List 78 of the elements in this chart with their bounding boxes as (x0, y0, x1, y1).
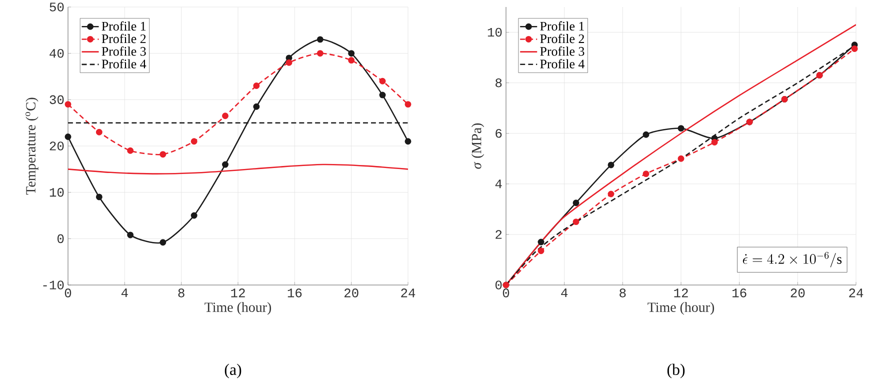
y-tick-label: -10 (43, 280, 64, 290)
legend-label: Profile 3 (102, 46, 146, 56)
y-tick-label: 4 (495, 180, 502, 188)
x-tick-label: 20 (344, 288, 358, 298)
y-tick-label: 0 (495, 280, 502, 290)
point (190, 212, 198, 219)
x-tick-label: 8 (178, 288, 184, 298)
point (316, 50, 324, 57)
point (160, 239, 166, 246)
point (642, 131, 650, 138)
text: (b) (667, 364, 685, 378)
y-tick-label: 10 (50, 188, 64, 197)
legend-label: Profile 3 (540, 46, 584, 56)
annotation: $\dot{\epsilon} = 4.2 \times 10^{-6}/\mathrm{s}$ (742, 252, 842, 268)
point (642, 170, 650, 178)
point (404, 138, 412, 145)
y-tick-label: 0 (57, 234, 64, 244)
line-series (68, 164, 408, 174)
point (253, 82, 260, 90)
point (572, 218, 580, 226)
point (572, 200, 580, 206)
point (96, 128, 102, 136)
y-tick-label: 40 (50, 48, 64, 58)
point (404, 101, 412, 108)
y-axis-title: σ (MPa) (471, 123, 484, 169)
x-axis-title: Time (hour) (204, 302, 272, 315)
x-tick-label: 0 (64, 288, 72, 298)
legend-label: Profile 4 (540, 59, 585, 68)
point (678, 125, 684, 132)
point (64, 101, 72, 108)
y-tick-label: 50 (50, 2, 64, 12)
point (379, 78, 386, 84)
point (851, 45, 858, 52)
point (608, 162, 614, 168)
x-tick-label: 0 (502, 288, 510, 298)
x-tick-label: 12 (674, 288, 688, 298)
legend-label: Profile 4 (102, 59, 146, 68)
point (608, 190, 614, 198)
x-tick-label: 24 (849, 288, 864, 298)
legend-label: Profile 2 (540, 34, 584, 44)
point (222, 112, 228, 120)
point (222, 161, 228, 168)
y-tick-label: 8 (496, 78, 502, 88)
legend-label: Profile 1 (102, 21, 146, 31)
point (64, 134, 72, 140)
point (96, 194, 102, 200)
y-tick-label: 20 (50, 142, 64, 150)
point (678, 155, 684, 162)
x-tick-label: 16 (732, 288, 746, 298)
point (127, 147, 134, 154)
x-axis-title: Time (hour) (648, 302, 714, 315)
point (379, 92, 386, 98)
y-axis-title: Temperature ($^{o}$C) (26, 98, 38, 195)
y-tick-label: 2 (496, 230, 502, 239)
legend-label: Profile 2 (102, 34, 146, 44)
legend-label: Profile 1 (540, 21, 584, 31)
point (253, 103, 260, 110)
point (286, 59, 292, 66)
point (127, 232, 134, 238)
point (316, 36, 324, 43)
y-tick-label: 10 (488, 28, 502, 37)
text: (a) (224, 364, 242, 378)
y-tick-label: 30 (50, 95, 64, 104)
point (160, 151, 166, 158)
x-tick-label: 16 (288, 288, 302, 298)
point (711, 138, 718, 146)
x-tick-label: 8 (620, 288, 626, 298)
point (348, 50, 355, 57)
x-tick-label: 4 (121, 288, 128, 298)
point (538, 238, 544, 246)
x-tick-label: 12 (231, 288, 245, 298)
x-tick-label: 20 (790, 288, 805, 298)
x-tick-label: 24 (401, 288, 416, 298)
x-tick-label: 4 (561, 288, 568, 298)
point (348, 57, 355, 64)
y-tick-label: 6 (496, 128, 502, 138)
point (538, 248, 544, 254)
point (190, 138, 198, 145)
